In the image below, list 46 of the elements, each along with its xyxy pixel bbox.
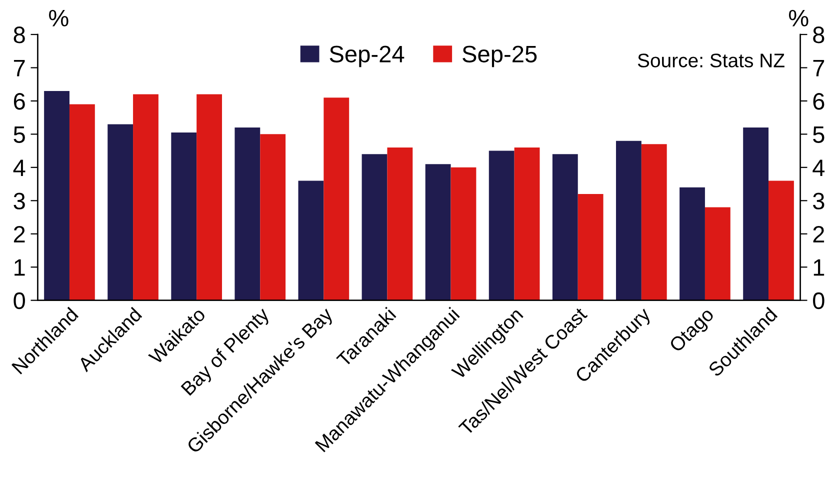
y-tick-label: 1 <box>14 259 25 276</box>
y-tick-label: 6 <box>14 93 25 110</box>
y2-tick-label: 0 <box>813 292 824 310</box>
y-tick-label: 8 <box>14 26 25 44</box>
bar <box>743 128 769 300</box>
legend-label: Sep-25 <box>462 46 537 68</box>
bar <box>133 94 158 300</box>
y-tick-label: 5 <box>14 126 25 143</box>
bar <box>450 167 476 300</box>
bar <box>362 154 388 300</box>
bar <box>488 150 514 300</box>
y-tick-label: 2 <box>14 226 25 242</box>
bar <box>298 180 324 300</box>
y2-tick-label: 3 <box>812 192 824 210</box>
bar <box>234 128 260 300</box>
bar <box>514 147 540 300</box>
bar <box>171 132 197 300</box>
y2-tick-label: 5 <box>813 126 824 143</box>
y-tick-label: 4 <box>13 160 26 176</box>
y2-axis-title: % <box>788 10 808 26</box>
y-tick-label: 3 <box>14 192 25 210</box>
legend-label: Sep-24 <box>330 46 404 68</box>
bar <box>387 147 413 300</box>
bar <box>69 104 95 300</box>
y2-tick-label: 8 <box>813 26 824 44</box>
bar <box>578 194 604 300</box>
bar <box>44 90 70 300</box>
y-axis-title: % <box>49 10 68 26</box>
annotation: Source: Stats NZ <box>638 54 784 68</box>
bar <box>768 180 794 300</box>
bar <box>260 134 286 300</box>
bar <box>324 98 350 300</box>
bar <box>641 144 667 300</box>
y2-tick-label: 2 <box>813 226 824 242</box>
bar <box>108 124 134 300</box>
y2-tick-label: 6 <box>813 93 824 110</box>
bar <box>704 207 730 300</box>
y2-tick-label: 4 <box>812 160 825 176</box>
bar <box>552 154 578 300</box>
y-tick-label: 7 <box>14 60 25 76</box>
bar <box>680 187 705 300</box>
y2-tick-label: 7 <box>813 60 824 76</box>
bar <box>425 164 451 300</box>
bar <box>196 94 222 300</box>
bar <box>616 140 642 300</box>
y2-tick-label: 1 <box>814 259 824 276</box>
